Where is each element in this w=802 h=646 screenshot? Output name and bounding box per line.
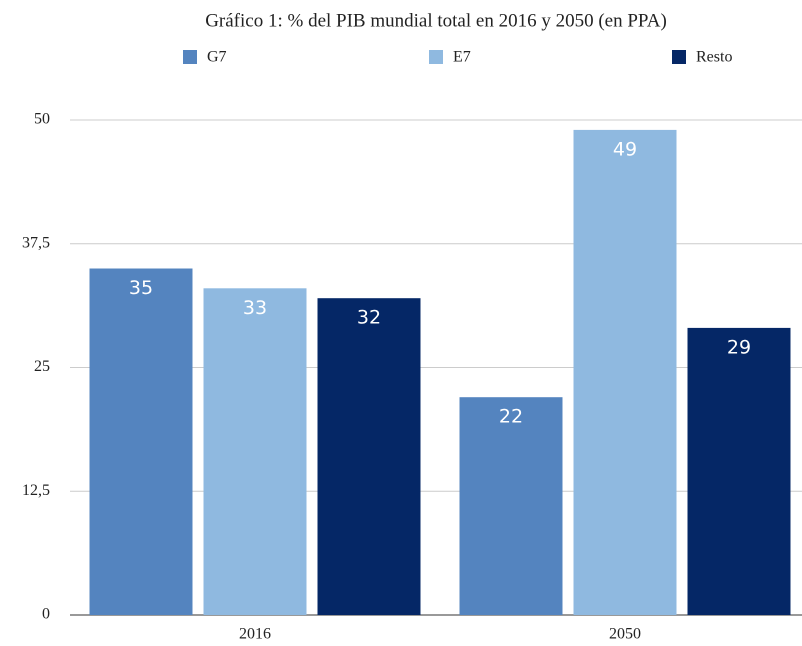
legend-label: G7 bbox=[207, 49, 227, 66]
legend-label: E7 bbox=[453, 49, 471, 66]
data-label: 22 bbox=[499, 406, 523, 428]
y-tick-label: 37,5 bbox=[22, 234, 50, 251]
data-label: 49 bbox=[613, 138, 637, 160]
bar bbox=[89, 268, 193, 615]
data-label: 35 bbox=[129, 277, 153, 299]
y-tick-label: 25 bbox=[34, 358, 50, 375]
legend-swatch bbox=[672, 50, 686, 64]
chart-title: Gráfico 1: % del PIB mundial total en 20… bbox=[205, 10, 667, 31]
data-label: 29 bbox=[727, 336, 751, 358]
data-label: 33 bbox=[243, 297, 267, 319]
bar bbox=[687, 327, 791, 615]
y-tick-label: 50 bbox=[34, 111, 50, 128]
legend-swatch bbox=[183, 50, 197, 64]
y-tick-label: 0 bbox=[42, 606, 50, 623]
bar bbox=[317, 298, 421, 615]
data-label: 32 bbox=[357, 307, 381, 329]
y-tick-label: 12,5 bbox=[22, 482, 50, 499]
legend-label: Resto bbox=[696, 49, 732, 66]
bar bbox=[459, 397, 563, 615]
x-tick-label: 2050 bbox=[609, 626, 641, 643]
bar bbox=[203, 288, 307, 615]
bar bbox=[573, 129, 677, 615]
legend-swatch bbox=[429, 50, 443, 64]
x-tick-label: 2016 bbox=[239, 626, 271, 643]
